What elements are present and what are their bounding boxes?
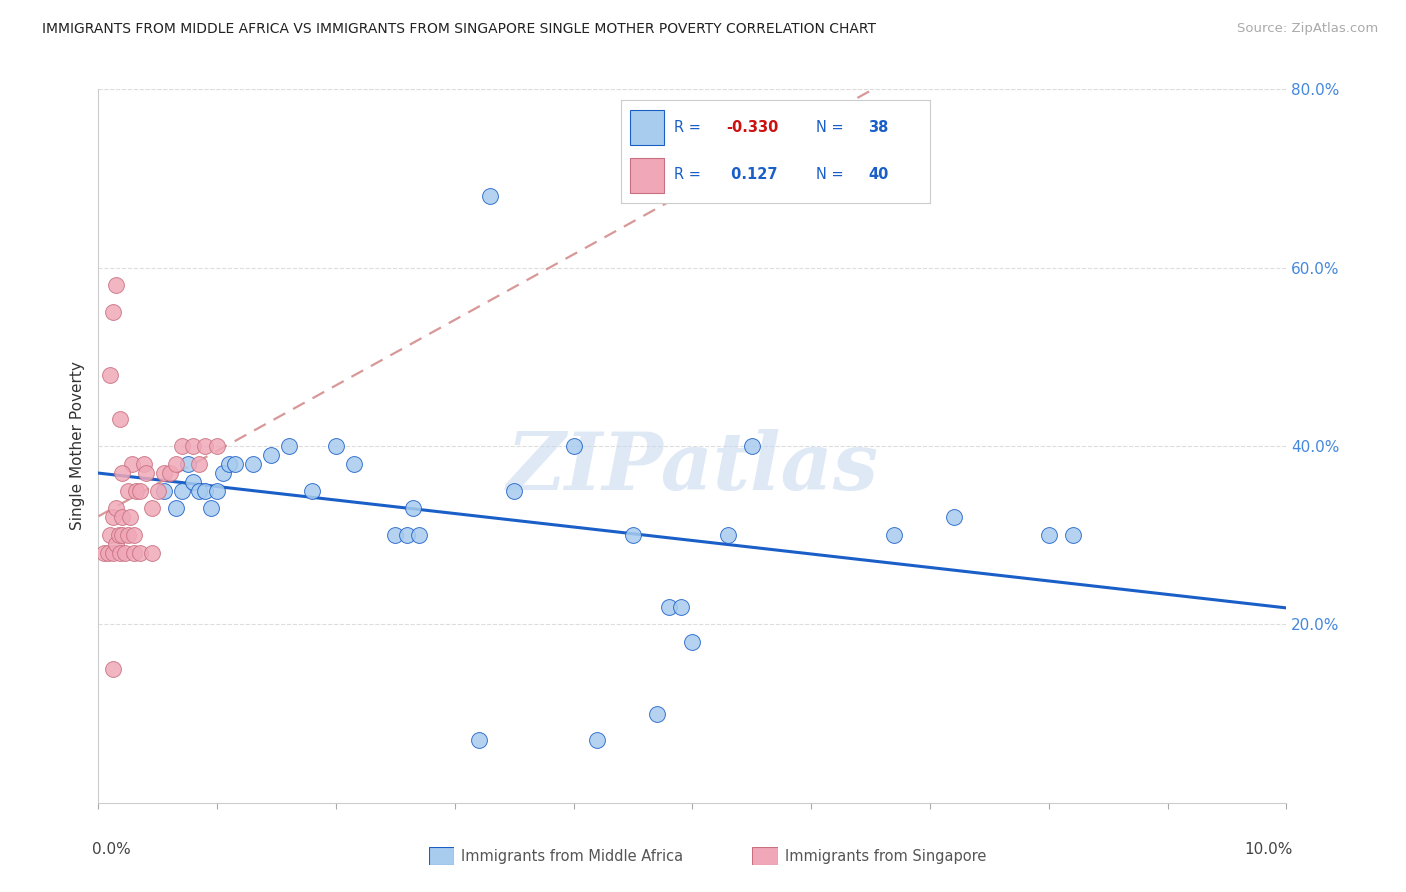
Point — [108, 546, 131, 560]
Point — [111, 466, 134, 480]
Point — [98, 368, 121, 382]
Point — [122, 546, 145, 560]
Point — [117, 528, 139, 542]
Point — [183, 475, 205, 489]
Text: ZIPatlas: ZIPatlas — [506, 429, 879, 506]
Point — [621, 528, 644, 542]
Point — [467, 733, 489, 747]
Point — [669, 599, 692, 614]
Y-axis label: Single Mother Poverty: Single Mother Poverty — [70, 361, 86, 531]
Point — [107, 528, 129, 542]
Point — [183, 439, 205, 453]
Point — [98, 528, 121, 542]
Point — [408, 528, 430, 542]
Point — [141, 501, 163, 516]
Point — [105, 537, 128, 551]
FancyBboxPatch shape — [752, 847, 778, 865]
Point — [170, 483, 193, 498]
Point — [125, 483, 148, 498]
Point — [207, 439, 229, 453]
Point — [682, 635, 704, 649]
FancyBboxPatch shape — [429, 847, 454, 865]
Point — [159, 466, 181, 480]
Point — [218, 457, 240, 471]
Point — [277, 439, 299, 453]
Point — [117, 483, 139, 498]
Point — [1038, 528, 1060, 542]
Point — [194, 483, 217, 498]
Point — [194, 439, 217, 453]
Point — [200, 501, 222, 516]
Point — [101, 305, 124, 319]
Point — [122, 528, 145, 542]
Point — [741, 439, 763, 453]
Point — [188, 483, 211, 498]
Point — [105, 501, 128, 516]
Point — [165, 457, 187, 471]
Text: Source: ZipAtlas.com: Source: ZipAtlas.com — [1237, 22, 1378, 36]
Point — [129, 483, 152, 498]
Point — [152, 466, 174, 480]
Point — [111, 510, 134, 524]
Point — [108, 412, 131, 426]
Text: 10.0%: 10.0% — [1244, 842, 1292, 857]
Point — [207, 483, 229, 498]
Point — [396, 528, 419, 542]
Point — [165, 501, 187, 516]
Point — [384, 528, 406, 542]
Point — [479, 189, 502, 203]
Point — [176, 457, 198, 471]
Point — [402, 501, 425, 516]
Point — [141, 546, 163, 560]
Text: IMMIGRANTS FROM MIDDLE AFRICA VS IMMIGRANTS FROM SINGAPORE SINGLE MOTHER POVERTY: IMMIGRANTS FROM MIDDLE AFRICA VS IMMIGRA… — [42, 22, 876, 37]
Text: Immigrants from Middle Africa: Immigrants from Middle Africa — [461, 849, 683, 863]
Point — [301, 483, 323, 498]
Text: Immigrants from Singapore: Immigrants from Singapore — [785, 849, 986, 863]
Point — [224, 457, 246, 471]
Point — [101, 546, 124, 560]
Point — [111, 528, 134, 542]
Point — [658, 599, 681, 614]
Point — [129, 546, 152, 560]
Point — [101, 662, 124, 676]
Point — [343, 457, 366, 471]
Point — [325, 439, 347, 453]
Point — [135, 466, 157, 480]
Point — [562, 439, 585, 453]
Point — [101, 510, 124, 524]
Point — [170, 439, 193, 453]
Point — [645, 706, 668, 721]
Point — [586, 733, 609, 747]
Text: 0.0%: 0.0% — [93, 842, 131, 857]
Point — [188, 457, 211, 471]
Point — [717, 528, 740, 542]
Point — [212, 466, 235, 480]
Point — [146, 483, 169, 498]
Point — [260, 448, 283, 462]
Point — [503, 483, 526, 498]
Point — [242, 457, 264, 471]
Point — [114, 546, 136, 560]
Point — [132, 457, 155, 471]
Point — [105, 278, 128, 293]
Point — [120, 510, 142, 524]
Point — [1062, 528, 1084, 542]
Point — [93, 546, 115, 560]
Point — [942, 510, 965, 524]
Point — [121, 457, 143, 471]
Point — [97, 546, 120, 560]
Point — [883, 528, 905, 542]
Point — [152, 483, 174, 498]
